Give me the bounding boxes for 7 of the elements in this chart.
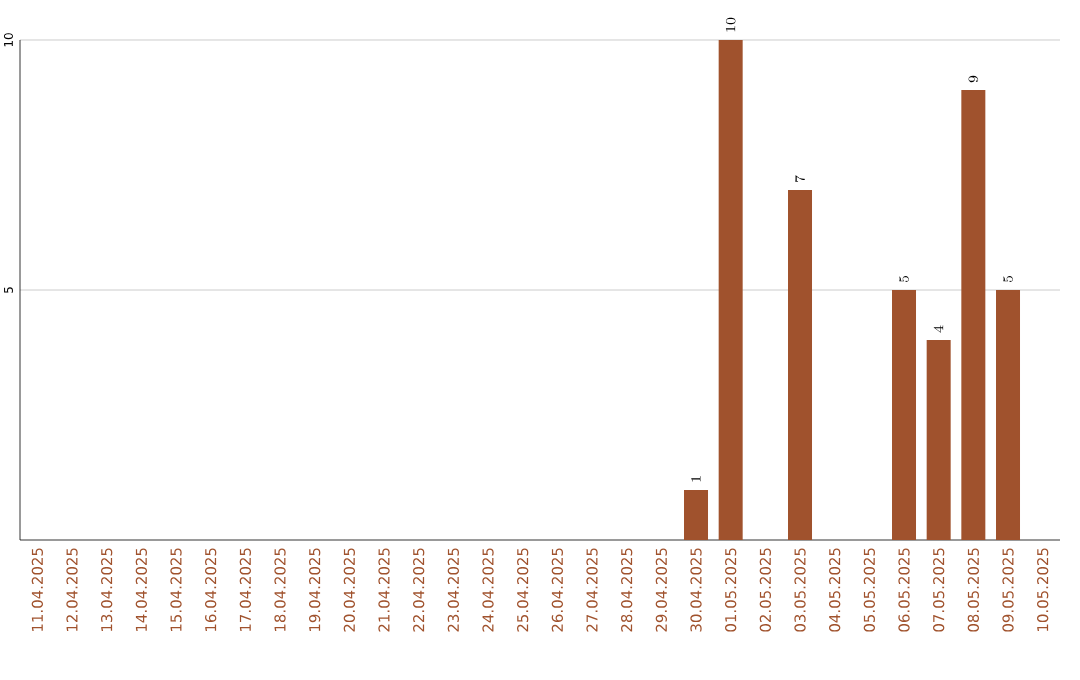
bar	[684, 490, 709, 540]
bar	[718, 39, 743, 540]
bar	[788, 190, 813, 540]
bar	[961, 89, 986, 540]
bar	[892, 290, 917, 540]
bar	[926, 340, 951, 540]
bar	[996, 290, 1021, 540]
